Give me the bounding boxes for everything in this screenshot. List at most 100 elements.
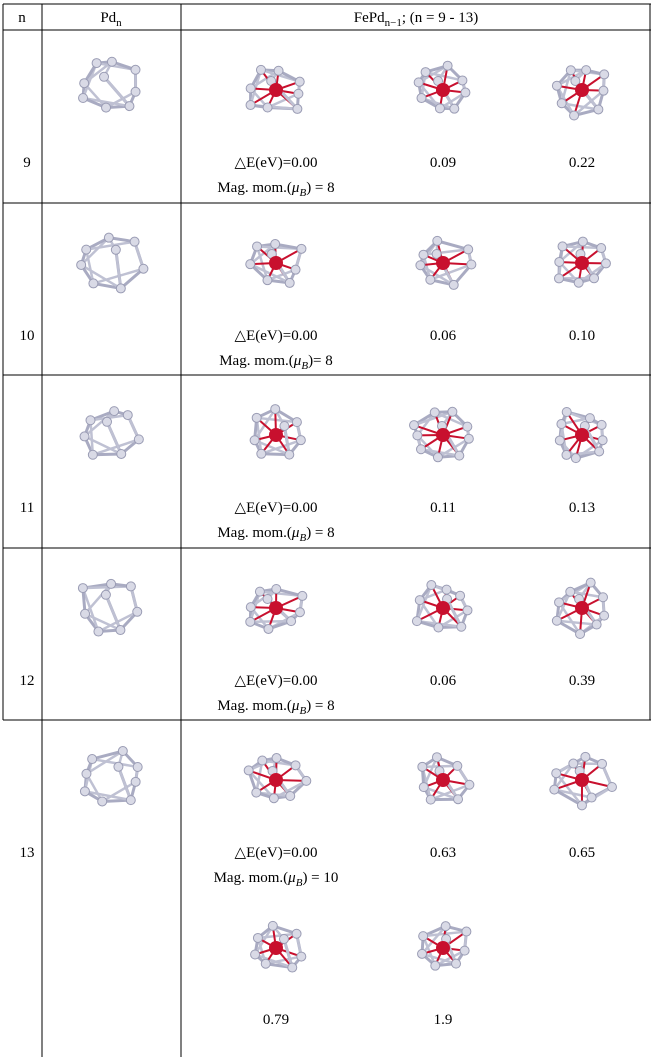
- pd-atom: [130, 237, 139, 246]
- pd-atom: [131, 65, 140, 74]
- pd-atom: [552, 769, 561, 778]
- table: n Pdn FePdn−1; (n = 9 - 13) 9△E(eV)=0.00…: [0, 0, 651, 1057]
- pd-atom: [442, 585, 451, 594]
- pd-atom: [246, 101, 255, 110]
- pd-atom: [101, 590, 110, 599]
- pd-atom: [414, 78, 423, 87]
- energy-label: △E(eV)=: [235, 328, 292, 344]
- pd-atom: [550, 785, 559, 794]
- pd-atom: [80, 787, 89, 796]
- fe-atom: [269, 601, 283, 615]
- pd-atom: [464, 434, 473, 443]
- pd-atom: [555, 257, 564, 266]
- pd-atom: [252, 413, 261, 422]
- pd-atom: [116, 284, 125, 293]
- cluster-image: [246, 240, 306, 288]
- pd-atom: [426, 275, 435, 284]
- pd-atom: [131, 87, 140, 96]
- pd-atom: [139, 264, 148, 273]
- pd-atom: [601, 259, 610, 268]
- pd-atom: [263, 595, 272, 604]
- pd-atom: [578, 237, 587, 246]
- header-pd: Pdn: [100, 10, 122, 29]
- pd-atom: [271, 405, 280, 414]
- mag-value: 10: [323, 870, 338, 886]
- pd-atom: [88, 450, 97, 459]
- pd-atom: [585, 414, 594, 423]
- pd-atom: [431, 961, 440, 970]
- energy: 0.06: [430, 328, 457, 344]
- pd-atom: [252, 788, 261, 797]
- pd-atom: [81, 609, 90, 618]
- mag-suffix: ) =: [306, 180, 327, 196]
- pd-atom: [462, 927, 471, 936]
- pd-atom: [421, 68, 430, 77]
- energy: △E(eV)=0.00: [235, 673, 318, 689]
- pd-atom: [134, 435, 143, 444]
- pd-atom: [435, 104, 444, 113]
- fe-atom: [575, 83, 589, 97]
- energy-value: 0.06: [430, 328, 457, 344]
- pd-atom: [598, 593, 607, 602]
- energy: 1.9: [434, 1012, 453, 1028]
- row-n: 13: [20, 845, 35, 861]
- pd-atom: [419, 783, 428, 792]
- energy-value: 0.65: [569, 845, 595, 861]
- header-n: n: [18, 10, 26, 26]
- pd-atom: [458, 76, 467, 85]
- pd-atom: [419, 250, 428, 259]
- pd-atom: [126, 796, 135, 805]
- pd-atom: [464, 245, 473, 254]
- pd-atom: [274, 66, 283, 75]
- pd-atom: [456, 591, 465, 600]
- pd-atom: [98, 797, 107, 806]
- pd-atom: [412, 617, 421, 626]
- pd-atom: [94, 627, 103, 636]
- mag-prefix: Mag. mom.(: [217, 180, 292, 196]
- pd-atom: [453, 761, 462, 770]
- header-pd-sub: n: [116, 17, 122, 29]
- mag-prefix: Mag. mom.(: [214, 870, 289, 886]
- cluster-image: [244, 754, 311, 803]
- pd-atom: [297, 244, 306, 253]
- row-n: 11: [20, 500, 34, 516]
- pd-atom: [269, 794, 278, 803]
- fe-atom: [436, 428, 450, 442]
- pd-atom: [255, 587, 264, 596]
- energy: △E(eV)=0.00: [235, 845, 318, 861]
- cluster-image: [246, 585, 307, 634]
- pd-atom: [272, 754, 281, 763]
- fe-atom: [436, 773, 450, 787]
- energy-value: 0.63: [430, 845, 456, 861]
- pd-atom: [449, 280, 458, 289]
- mag-prefix: Mag. mom.(: [217, 698, 292, 714]
- pd-atom: [297, 952, 306, 961]
- pd-atom: [571, 454, 580, 463]
- fe-atom: [575, 601, 589, 615]
- pd-atom: [86, 416, 95, 425]
- pd-atom: [100, 72, 109, 81]
- fe-atom: [269, 83, 283, 97]
- energy: △E(eV)=0.00: [235, 155, 318, 171]
- pd-atom: [415, 596, 424, 605]
- pd-atom: [82, 769, 91, 778]
- cluster-image: [246, 65, 304, 113]
- fe-atom: [269, 428, 283, 442]
- pd-atom: [103, 417, 112, 426]
- fe-atom: [575, 256, 589, 270]
- pd-atom: [587, 793, 596, 802]
- pd-atom: [125, 102, 134, 111]
- pd-atom: [410, 421, 419, 430]
- mag-suffix: ) =: [302, 870, 323, 886]
- energy-label: △E(eV)=: [235, 845, 292, 861]
- pd-atom: [432, 753, 441, 762]
- pd-atom: [123, 411, 132, 420]
- header-fepd-rest: ; (n = 9 - 13): [402, 10, 478, 26]
- pd-atom: [285, 450, 294, 459]
- header-fepd-base: FePd: [354, 10, 385, 26]
- pd-atom: [557, 99, 566, 108]
- pd-atom: [79, 94, 88, 103]
- pd-atom: [253, 242, 262, 251]
- pd-atom: [246, 603, 255, 612]
- pd-atom: [291, 761, 300, 770]
